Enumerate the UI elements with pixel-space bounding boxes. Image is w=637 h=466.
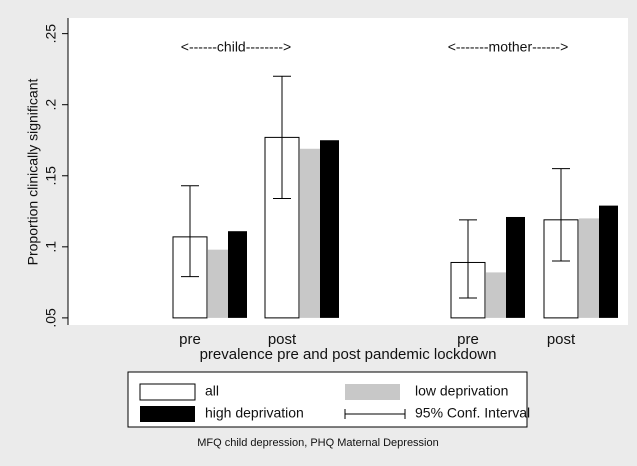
x-tick-label: post — [547, 331, 576, 348]
bar — [320, 140, 339, 318]
legend-swatch — [345, 384, 400, 400]
bar — [506, 216, 525, 318]
bar — [300, 148, 320, 318]
group-label: <-------mother------> — [448, 39, 569, 55]
legend-swatch — [139, 383, 196, 401]
y-tick-label: .15 — [43, 166, 59, 186]
y-tick-label: .2 — [43, 99, 59, 111]
bar — [599, 205, 618, 318]
legend-label: 95% Conf. Interval — [415, 405, 530, 421]
y-tick-label: .25 — [43, 24, 59, 44]
x-tick-label: pre — [457, 331, 479, 348]
group-label: <------child--------> — [181, 39, 291, 55]
y-tick-label: .1 — [43, 241, 59, 253]
bar — [228, 231, 247, 318]
y-axis-title: Proportion clinically significant — [25, 79, 41, 266]
bar — [579, 218, 599, 318]
note: MFQ child depression, PHQ Maternal Depre… — [197, 437, 438, 449]
plot-area — [68, 18, 628, 325]
legend-label: high deprivation — [205, 405, 304, 421]
x-tick-label: post — [268, 331, 297, 348]
y-tick-label: .05 — [43, 308, 59, 328]
x-tick-label: pre — [179, 331, 201, 348]
bar — [208, 249, 228, 318]
legend-label: low deprivation — [415, 383, 508, 399]
x-axis-title: prevalence pre and post pandemic lockdow… — [200, 346, 497, 363]
legend-swatch — [140, 406, 195, 422]
bar — [486, 272, 506, 318]
legend-label: all — [205, 383, 219, 399]
